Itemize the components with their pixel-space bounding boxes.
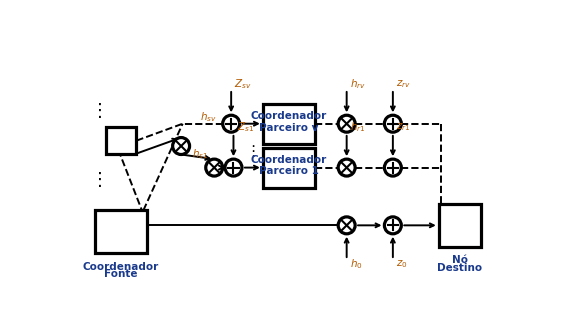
Text: $h_0$: $h_0$ [350, 257, 362, 271]
Text: Parceiro v: Parceiro v [259, 123, 319, 133]
Text: $z_0$: $z_0$ [396, 258, 408, 270]
Text: $Z_{sv}$: $Z_{sv}$ [234, 77, 252, 91]
Text: Coordenador: Coordenador [83, 262, 159, 271]
Bar [95, 210, 147, 253]
Text: Nó: Nó [452, 255, 468, 266]
Text: $h_{r1}$: $h_{r1}$ [350, 121, 365, 135]
Text: $\vdots$: $\vdots$ [90, 170, 102, 188]
Circle shape [338, 115, 355, 132]
Bar [263, 148, 315, 188]
Circle shape [338, 217, 355, 234]
Circle shape [338, 159, 355, 176]
Text: $h_{rv}$: $h_{rv}$ [350, 77, 366, 91]
Text: $\vdots$: $\vdots$ [90, 101, 102, 120]
Text: Coordenador: Coordenador [251, 155, 327, 165]
Text: $h_{s1}$: $h_{s1}$ [192, 147, 208, 161]
Circle shape [385, 217, 401, 234]
Circle shape [385, 115, 401, 132]
Text: $z_{rv}$: $z_{rv}$ [396, 78, 411, 90]
Bar [263, 104, 315, 144]
Circle shape [225, 159, 242, 176]
Text: Parceiro 1: Parceiro 1 [259, 166, 319, 176]
Text: Fonte: Fonte [104, 269, 138, 279]
Circle shape [206, 159, 223, 176]
Circle shape [172, 137, 190, 154]
Circle shape [223, 115, 240, 132]
Circle shape [385, 159, 401, 176]
Text: $\vdots$: $\vdots$ [245, 143, 256, 159]
Text: $h_{sv}$: $h_{sv}$ [200, 110, 216, 124]
Text: $z_{r1}$: $z_{r1}$ [396, 122, 411, 134]
Text: Coordenador: Coordenador [251, 111, 327, 121]
Bar [439, 204, 481, 247]
Bar [106, 127, 136, 154]
Text: Destino: Destino [438, 263, 482, 273]
Text: $Z_{s1}$: $Z_{s1}$ [236, 121, 254, 135]
